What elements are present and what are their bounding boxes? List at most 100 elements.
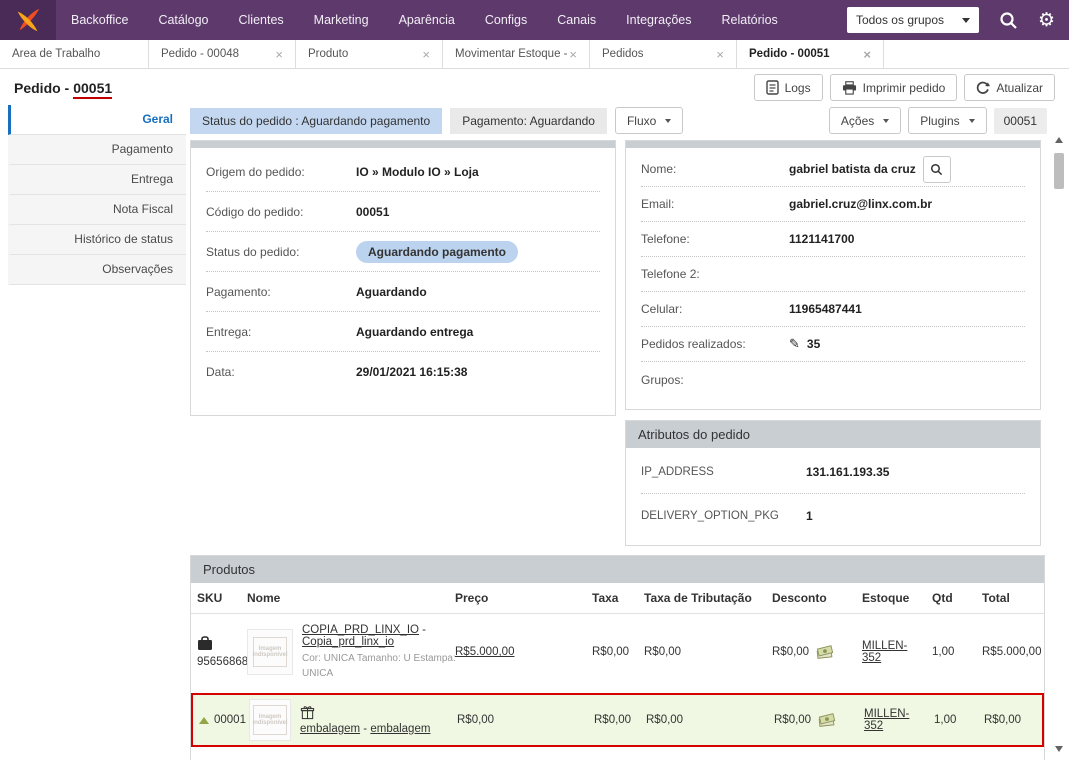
panel-strip bbox=[626, 141, 1040, 148]
tab-area-de-trabalho[interactable]: Área de Trabalho bbox=[0, 40, 149, 68]
nav-item-clientes[interactable]: Clientes bbox=[238, 13, 284, 27]
nav-item-marketing[interactable]: Marketing bbox=[313, 13, 369, 27]
field-entrega: Entrega: Aguardando entrega bbox=[206, 312, 600, 352]
nav-item-backoffice[interactable]: Backoffice bbox=[71, 13, 129, 27]
qty-value: 1,00 bbox=[934, 714, 957, 726]
stock-link[interactable]: MILLEN-352 bbox=[862, 640, 908, 664]
chevron-down-icon bbox=[883, 118, 890, 123]
search-icon bbox=[931, 163, 943, 175]
tab-pedido-00048[interactable]: Pedido - 00048 × bbox=[149, 40, 296, 68]
main-menu: Backoffice Catálogo Clientes Marketing A… bbox=[56, 0, 793, 40]
field-value: 29/01/2021 16:15:38 bbox=[356, 365, 468, 379]
price-value: R$0,00 bbox=[457, 714, 495, 726]
field-value: 00051 bbox=[356, 204, 390, 219]
field-label: Data: bbox=[206, 365, 235, 379]
fluxo-label: Fluxo bbox=[626, 113, 657, 128]
field-value: Aguardando bbox=[356, 284, 427, 299]
tab-produto[interactable]: Produto × bbox=[296, 40, 443, 68]
total-value: R$5.000,00 bbox=[982, 646, 1042, 658]
customer-search-button[interactable] bbox=[922, 155, 951, 183]
attr-label: DELIVERY_OPTION_PKG bbox=[641, 510, 779, 522]
tab-label: Produto bbox=[308, 48, 349, 60]
total-value: R$0,00 bbox=[984, 714, 1022, 726]
sku-value: 95656868 bbox=[197, 656, 249, 668]
tab-movimentar-estoque[interactable]: Movimentar Estoque - Cop × bbox=[443, 40, 590, 68]
name-separator: - bbox=[363, 723, 368, 735]
field-email: Email: gabriel.cruz@linx.com.br bbox=[641, 187, 1025, 222]
field-label: Pedidos realizados: bbox=[641, 337, 746, 351]
pencil-icon[interactable]: ✎ bbox=[789, 336, 800, 352]
order-status-badge: Status do pedido : Aguardando pagamento bbox=[190, 107, 443, 134]
linx-logo[interactable] bbox=[0, 0, 56, 40]
nav-item-integracoes[interactable]: Integrações bbox=[626, 13, 692, 27]
product-code-link[interactable]: COPIA_PRD_LINX_IO bbox=[302, 623, 419, 636]
col-desconto: Desconto bbox=[772, 591, 827, 605]
sidebar-item-nota-fiscal[interactable]: Nota Fiscal bbox=[8, 195, 186, 225]
product-code-link[interactable]: embalagem bbox=[300, 723, 361, 735]
linx-logo-icon bbox=[17, 8, 40, 32]
tab-label: Área de Trabalho bbox=[12, 48, 101, 60]
thumbnail-placeholder-text: Imagem indisponível bbox=[253, 705, 288, 735]
close-icon[interactable]: × bbox=[716, 46, 724, 62]
expand-arrow-icon[interactable] bbox=[199, 716, 209, 724]
field-origem-do-pedido: Origem do pedido: IO » Modulo IO » Loja bbox=[206, 152, 600, 192]
close-icon[interactable]: × bbox=[422, 46, 430, 62]
field-value: IO » Modulo IO » Loja bbox=[356, 164, 479, 179]
nav-item-canais[interactable]: Canais bbox=[557, 13, 597, 27]
refresh-button[interactable]: Atualizar bbox=[964, 74, 1055, 101]
attr-ip-address: IP_ADDRESS 131.161.193.35 bbox=[641, 450, 1025, 494]
nav-item-aparencia[interactable]: Aparência bbox=[398, 13, 455, 27]
tab-pedido-00051[interactable]: Pedido - 00051 × bbox=[737, 40, 884, 68]
search-icon[interactable] bbox=[999, 11, 1018, 30]
sidebar-item-pagamento[interactable]: Pagamento bbox=[8, 135, 186, 165]
product-name-link[interactable]: Copia_prd_linx_io bbox=[302, 635, 395, 648]
product-row-highlighted: 00001 Imagem indisponível embalagem - bbox=[191, 693, 1044, 747]
nav-item-catalogo[interactable]: Catálogo bbox=[158, 13, 209, 27]
page-title-number: 00051 bbox=[73, 79, 113, 99]
tax-rate-value: R$0,00 bbox=[646, 714, 684, 726]
field-label: Email: bbox=[641, 197, 675, 211]
acoes-button[interactable]: Ações bbox=[828, 107, 902, 134]
close-icon[interactable]: × bbox=[275, 46, 283, 62]
scroll-down-arrow[interactable] bbox=[1055, 746, 1063, 752]
plugins-button[interactable]: Plugins bbox=[908, 107, 987, 134]
col-total: Total bbox=[982, 591, 1010, 605]
attributes-section-header: Atributos do pedido bbox=[626, 421, 1040, 448]
document-icon bbox=[765, 80, 779, 95]
sidebar-item-entrega[interactable]: Entrega bbox=[8, 165, 186, 195]
header-actions: Logs Imprimir pedido Atualizar bbox=[753, 74, 1055, 101]
print-order-button[interactable]: Imprimir pedido bbox=[829, 74, 958, 101]
discount-value: R$0,00 bbox=[772, 646, 810, 658]
order-attributes-section: Atributos do pedido IP_ADDRESS 131.161.1… bbox=[625, 420, 1041, 546]
fluxo-button[interactable]: Fluxo bbox=[614, 107, 684, 134]
status-row: Status do pedido : Aguardando pagamento … bbox=[190, 107, 1047, 134]
field-telefone: Telefone: 1121141700 bbox=[641, 222, 1025, 257]
scrollbar-thumb[interactable] bbox=[1054, 153, 1064, 189]
field-label: Pagamento: bbox=[206, 284, 271, 299]
plugins-label: Plugins bbox=[920, 113, 960, 128]
group-select[interactable]: Todos os grupos bbox=[846, 7, 979, 33]
panel-strip bbox=[191, 141, 615, 148]
qty-value: 1,00 bbox=[932, 646, 955, 658]
logs-label: Logs bbox=[784, 80, 811, 95]
stock-link[interactable]: MILLEN-352 bbox=[864, 708, 910, 732]
sidebar-item-geral[interactable]: Geral bbox=[8, 105, 186, 135]
nav-item-relatorios[interactable]: Relatórios bbox=[721, 13, 778, 27]
close-icon[interactable]: × bbox=[569, 46, 577, 62]
sidebar-item-historico-de-status[interactable]: Histórico de status bbox=[8, 225, 186, 255]
field-value: 1121141700 bbox=[789, 232, 855, 246]
field-nome: Nome: gabriel batista da cruz bbox=[641, 152, 1025, 187]
tax-value: R$0,00 bbox=[592, 646, 630, 658]
gear-icon[interactable]: ⚙ bbox=[1037, 9, 1055, 31]
chevron-down-icon bbox=[665, 118, 672, 123]
page-title: Pedido -00051 bbox=[14, 79, 113, 99]
price-link[interactable]: R$5.000,00 bbox=[455, 646, 515, 658]
nav-item-configs[interactable]: Configs bbox=[484, 13, 528, 27]
product-name-link[interactable]: embalagem bbox=[370, 723, 431, 735]
sidebar-item-observacoes[interactable]: Observações bbox=[8, 255, 186, 285]
scroll-up-arrow[interactable] bbox=[1055, 137, 1063, 143]
close-icon[interactable]: × bbox=[863, 46, 871, 62]
logs-button[interactable]: Logs bbox=[753, 74, 823, 101]
tab-bar: Área de Trabalho Pedido - 00048 × Produt… bbox=[0, 40, 1069, 69]
tab-pedidos[interactable]: Pedidos × bbox=[590, 40, 737, 68]
